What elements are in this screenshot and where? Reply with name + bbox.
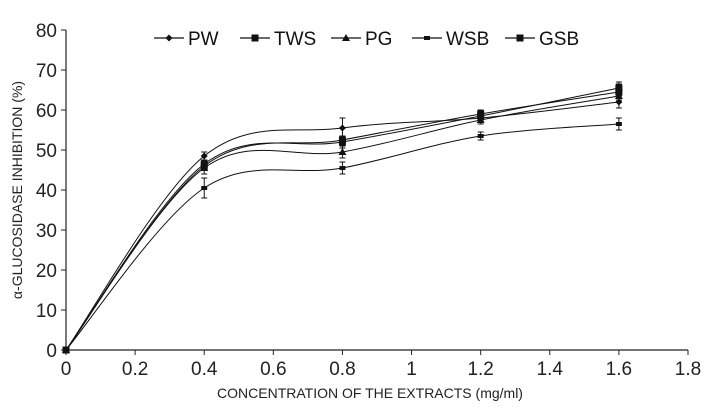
axes: 0 10 20 30 40 50 60 70 80 0 0.2 0.4 0.6 0.8 1 1.2 1.4 1.6… <box>36 21 701 380</box>
legend-label-pg: PG <box>365 29 392 50</box>
data-point-gsb <box>62 346 70 354</box>
y-tick-label: 0 <box>46 341 57 362</box>
y-tick-label: 80 <box>36 21 57 42</box>
legend-marker-gsb <box>516 34 524 42</box>
data-point-pw <box>200 152 208 160</box>
legend-marker-pw <box>165 34 173 42</box>
legend: PW TWS PG WSB GSB <box>154 29 579 50</box>
data-point-gsb <box>615 88 623 96</box>
data-point-pg <box>476 116 485 123</box>
x-tick-label: 1.2 <box>467 359 493 380</box>
series-gsb <box>62 83 623 354</box>
legend-label-gsb: GSB <box>539 29 579 50</box>
legend-marker-wsb <box>424 36 430 40</box>
series-line-gsb <box>65 91 619 351</box>
legend-label-tws: TWS <box>274 29 316 50</box>
y-tick-label: 50 <box>36 141 57 162</box>
series-line-pw <box>65 101 619 351</box>
data-point-gsb <box>200 162 208 170</box>
data-point-wsb <box>201 186 208 190</box>
legend-label-pw: PW <box>188 29 219 50</box>
x-tick-label: 0.4 <box>191 359 218 380</box>
x-tick-label: 0.6 <box>260 359 286 380</box>
legend-marker-tws <box>251 34 259 42</box>
series-lines <box>62 81 623 354</box>
data-point-wsb <box>339 166 346 170</box>
y-axis-title: α-GLUCOSIDASE INHIBITION (%) <box>9 81 25 299</box>
x-tick-label: 1.8 <box>675 359 701 380</box>
y-tick-label: 60 <box>36 101 57 122</box>
legend-marker-pg <box>342 34 350 41</box>
series-pw <box>62 95 623 354</box>
y-tick-label: 40 <box>36 181 57 202</box>
data-point-pg <box>338 148 347 155</box>
data-point-wsb <box>477 134 484 138</box>
x-axis-title: CONCENTRATION OF THE EXTRACTS (mg/ml) <box>217 385 523 401</box>
x-tick-label: 1.6 <box>606 359 632 380</box>
x-tick-label: 0.2 <box>122 359 148 380</box>
x-tick-label: 0.8 <box>329 359 355 380</box>
data-point-gsb <box>477 110 485 118</box>
y-tick-label: 30 <box>36 221 57 242</box>
series-line-tws <box>65 87 619 351</box>
x-tick-label: 0 <box>61 359 72 380</box>
data-point-wsb <box>615 122 622 126</box>
x-tick-label: 1 <box>406 359 417 380</box>
y-tick-label: 10 <box>36 301 57 322</box>
legend-label-wsb: WSB <box>446 29 489 50</box>
y-tick-label: 20 <box>36 261 57 282</box>
y-tick-label: 70 <box>36 61 57 82</box>
data-point-gsb <box>338 136 346 144</box>
x-tick-label: 1.4 <box>537 359 564 380</box>
series-line-wsb <box>65 123 619 351</box>
data-point-pw <box>338 124 346 132</box>
